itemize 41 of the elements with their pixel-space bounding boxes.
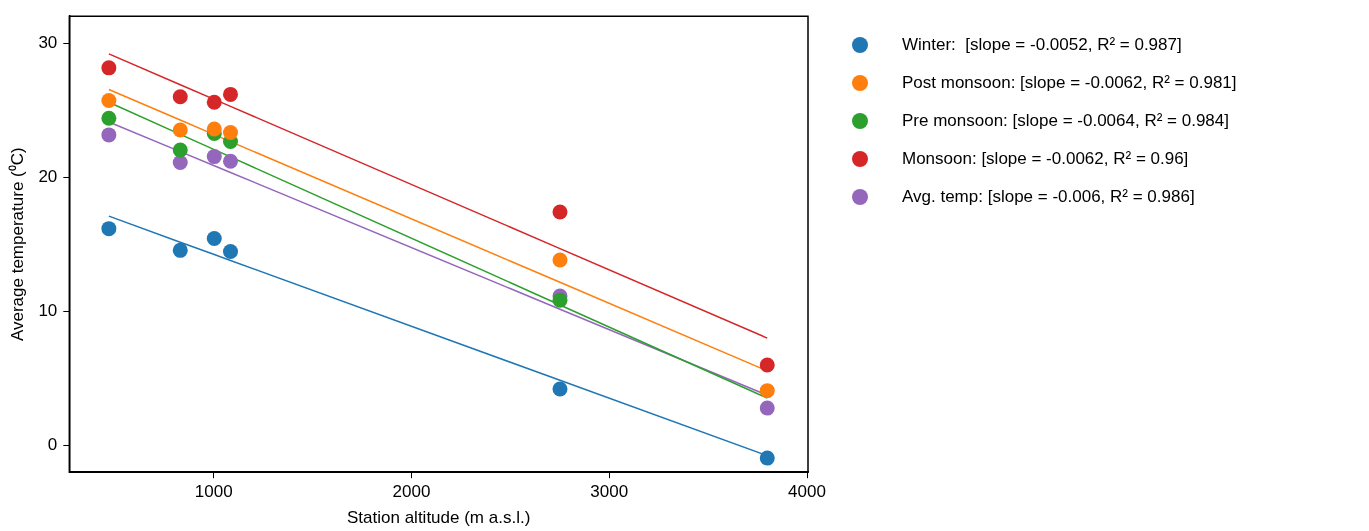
point [759,450,775,466]
point [101,127,117,143]
point [223,153,238,169]
point [206,94,222,110]
legend-label: Avg. temp: [slope = -0.006, R² = 0.986] [902,187,1195,207]
point [206,121,222,137]
y-axis-title: Average temperature (⁰C) [7,147,27,342]
point [223,124,238,140]
point [206,231,222,247]
point [172,142,188,158]
x-tick-label: 4000 [788,482,826,502]
point [759,357,775,373]
x-tick-label: 1000 [194,482,233,502]
y-tick-label: 10 [38,300,58,320]
point [172,122,188,138]
legend-label: Monsoon: [slope = -0.0062, R² = 0.96] [902,149,1189,169]
point [552,204,568,220]
point [552,252,568,268]
point [223,243,238,259]
point [101,221,117,237]
point [552,381,568,397]
point [101,60,117,76]
point [759,383,775,399]
legend-label: Winter: [slope = -0.0052, R² = 0.987] [902,35,1182,55]
y-tick-label: 0 [47,435,58,455]
point [172,155,188,171]
y-tick-label: 30 [38,32,58,52]
point [172,89,188,105]
legend-label: Post monsoon: [slope = -0.0062, R² = 0.981] [902,73,1237,93]
x-axis-title: Station altitude (m a.s.l.) [347,508,531,528]
x-tick-label: 3000 [590,482,629,502]
point [101,110,117,126]
point [172,242,188,258]
x-tick-label: 2000 [392,482,431,502]
point [101,93,117,109]
point [759,400,775,416]
point [223,86,238,102]
y-tick-label: 20 [38,166,58,186]
point [552,292,568,308]
legend-label: Pre monsoon: [slope = -0.0064, R² = 0.984] [902,111,1229,131]
point [206,149,222,165]
